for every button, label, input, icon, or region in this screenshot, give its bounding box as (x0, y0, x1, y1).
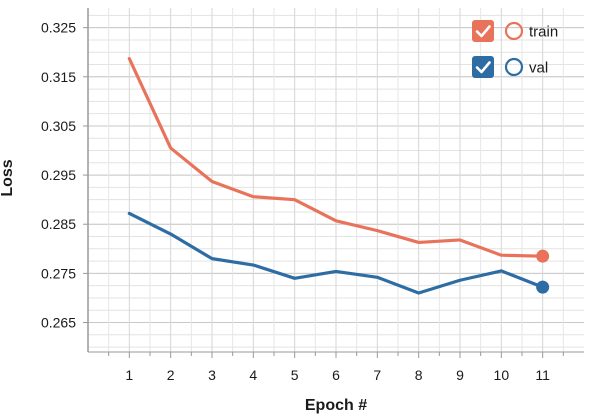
x-tick-label: 11 (535, 367, 550, 383)
y-tick-label: 0.265 (41, 315, 76, 331)
series-line-train (127, 57, 545, 258)
legend-label-train: train (529, 24, 558, 41)
grid (88, 8, 584, 352)
y-tick-label: 0.275 (41, 265, 76, 281)
legend-checkbox-train[interactable] (472, 20, 494, 42)
check-icon (475, 61, 491, 74)
x-tick-label: 7 (373, 367, 381, 383)
y-tick-label: 0.325 (41, 20, 76, 36)
legend-checkbox-val[interactable] (472, 56, 494, 78)
legend-marker-val (504, 57, 524, 77)
y-tick-label: 0.285 (41, 216, 76, 232)
x-tick-label: 3 (208, 367, 216, 383)
y-tick-label: 0.295 (41, 167, 76, 183)
series-line-val (127, 211, 545, 295)
x-tick-label: 6 (332, 367, 340, 383)
y-axis-title: Loss (0, 159, 16, 196)
series-end-marker-val (536, 280, 550, 294)
y-tick-label: 0.305 (41, 118, 76, 134)
axes: 0.265 0.275 0.285 0.295 0.305 0.315 0.325 1 2 3 4 5… (41, 8, 584, 383)
series (127, 57, 550, 295)
x-tick-label: 1 (125, 367, 133, 383)
legend: train val (472, 20, 558, 78)
x-axis-title: Epoch # (305, 397, 367, 414)
series-end-marker-train (536, 249, 550, 263)
x-tick-label: 9 (456, 367, 464, 383)
check-icon (475, 25, 491, 38)
legend-label-val: val (529, 60, 548, 77)
x-tick-label: 5 (291, 367, 299, 383)
x-tick-label: 2 (167, 367, 175, 383)
x-tick-label: 4 (249, 367, 257, 383)
x-tick-label: 8 (415, 367, 423, 383)
y-tick-label: 0.315 (41, 69, 76, 85)
x-tick-label: 10 (494, 367, 510, 383)
legend-marker-train (504, 21, 524, 41)
